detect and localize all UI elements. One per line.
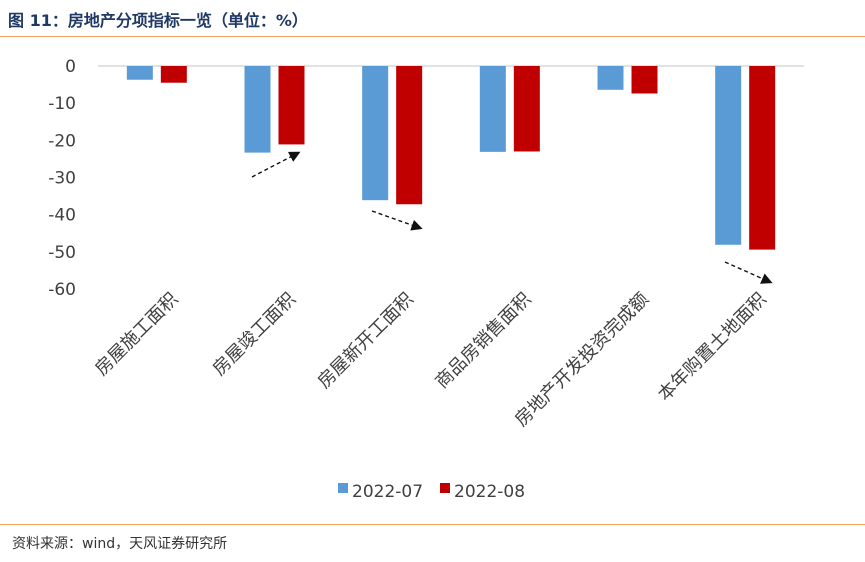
legend-label-2022-08: 2022-08: [454, 482, 525, 502]
bar-2022-07-6: [715, 66, 742, 245]
y-tick-label: -40: [48, 206, 76, 226]
bar-2022-07-1: [126, 66, 153, 80]
y-tick-label: -30: [48, 169, 76, 189]
y-tick-label: -60: [48, 280, 76, 300]
category-label: 房屋新开工面积: [314, 289, 418, 393]
legend-swatch-2022-07: [338, 483, 348, 493]
bar-2022-08-3: [396, 66, 423, 205]
figure-title: 图 11：房地产分项指标一览（单位：%）: [8, 11, 308, 30]
bar-2022-07-3: [362, 66, 389, 201]
bar-2022-07-4: [479, 66, 506, 152]
bar-2022-08-2: [278, 66, 305, 145]
y-tick-label: -20: [48, 131, 76, 151]
bar-2022-08-4: [513, 66, 540, 152]
bar-2022-08-6: [749, 66, 776, 250]
bar-2022-07-5: [597, 66, 624, 90]
category-label: 商品房销售面积: [431, 289, 535, 393]
top-rule: [0, 36, 865, 37]
bottom-rule: [0, 524, 865, 525]
trend-arrow: [251, 151, 301, 178]
category-label: 房屋施工面积: [91, 289, 182, 380]
bar-2022-07-2: [244, 66, 271, 153]
category-label: 本年购置土地面积: [654, 289, 771, 406]
category-label: 房地产开发投资完成额: [511, 289, 653, 431]
y-tick-label: 0: [65, 57, 76, 77]
bar-2022-08-5: [631, 66, 658, 94]
source-note: 资料来源：wind，天风证券研究所: [12, 536, 228, 552]
legend: 2022-07 2022-08: [338, 482, 525, 502]
y-tick-label: -10: [48, 94, 76, 114]
legend-swatch-2022-08: [440, 483, 450, 493]
bar-2022-08-1: [160, 66, 187, 83]
bar-chart: 0 -10 -20 -30 -40 -50 -60 房屋施工面积 房屋竣工面积 房屋新开工面积商…: [48, 57, 804, 502]
category-label: 房屋竣工面积: [209, 289, 300, 380]
trend-arrow: [724, 261, 773, 284]
trend-arrow: [371, 210, 423, 231]
y-tick-label: -50: [48, 243, 76, 263]
legend-label-2022-07: 2022-07: [352, 482, 423, 502]
trend-arrows: [251, 151, 773, 284]
